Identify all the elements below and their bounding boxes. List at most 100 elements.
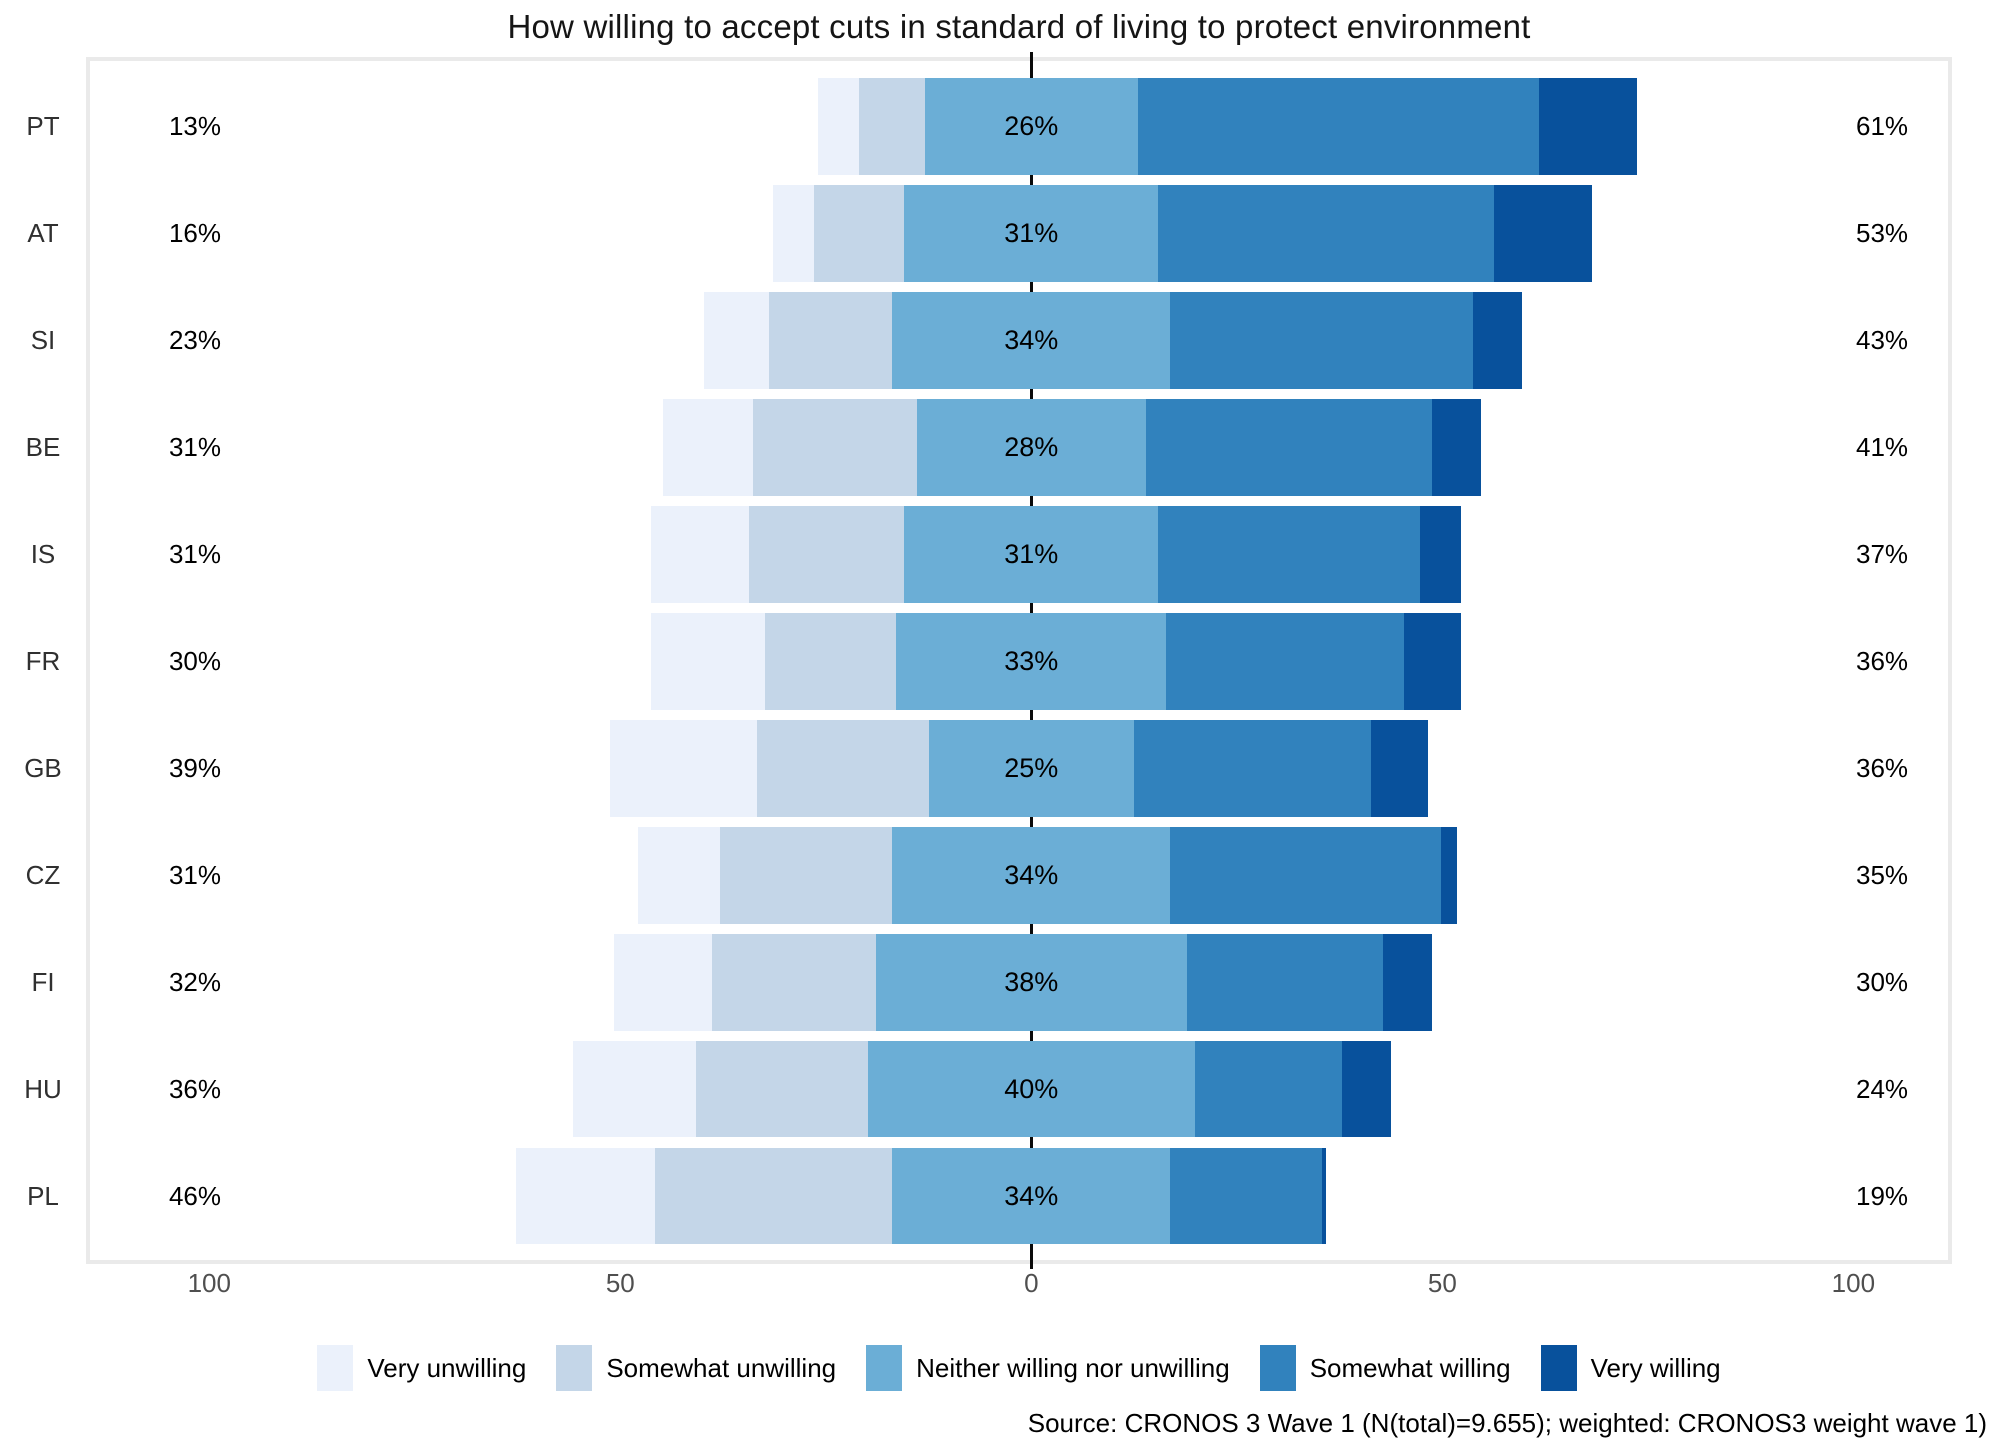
country-label: CZ xyxy=(25,859,61,890)
legend-swatch xyxy=(317,1345,354,1391)
bar-segment-very-willing xyxy=(1383,934,1433,1031)
legend-swatch xyxy=(556,1345,593,1391)
country-label: SI xyxy=(30,324,56,355)
unwilling-total-label: 16% xyxy=(168,217,221,248)
country-label: FI xyxy=(31,966,55,997)
bar-segment-somewhat-willing xyxy=(1186,934,1384,1031)
x-axis: 100 50 0 50 100 xyxy=(86,1268,1952,1298)
bar-segment-very-unwilling xyxy=(650,506,749,603)
bar-segment-very-willing xyxy=(1342,1041,1392,1138)
bar-segment-very-unwilling xyxy=(515,1148,655,1245)
bar-segment-somewhat-unwilling xyxy=(859,78,925,175)
bar-segment-very-unwilling xyxy=(609,720,758,817)
bar-segment-somewhat-willing xyxy=(1170,292,1474,389)
bar-segment-very-willing xyxy=(1440,827,1457,924)
neither-percentage-label: 34% xyxy=(1004,859,1059,890)
bar-segment-somewhat-willing xyxy=(1194,1041,1343,1138)
bar-segment-somewhat-unwilling xyxy=(757,720,929,817)
bar-segment-very-willing xyxy=(1473,292,1523,389)
unwilling-total-label: 46% xyxy=(168,1180,221,1211)
unwilling-total-label: 30% xyxy=(168,645,221,676)
legend-swatch xyxy=(1540,1345,1577,1391)
legend-label: Very unwilling xyxy=(367,1352,527,1383)
willing-total-label: 35% xyxy=(1856,859,1909,890)
source-note: Source: CRONOS 3 Wave 1 (N(total)=9.655)… xyxy=(1027,1408,1987,1438)
country-label: IS xyxy=(30,538,56,569)
bar-segment-somewhat-unwilling xyxy=(654,1148,893,1245)
bar-segment-somewhat-unwilling xyxy=(752,399,917,496)
legend-item: Somewhat willing xyxy=(1259,1345,1511,1391)
neither-percentage-label: 33% xyxy=(1004,645,1059,676)
bar-segment-neither-willing-nor-unwilling xyxy=(867,1041,1195,1138)
bar-segment-neither-willing-nor-unwilling xyxy=(904,185,1159,282)
bar-segment-neither-willing-nor-unwilling xyxy=(924,78,1138,175)
bar-segment-very-unwilling xyxy=(662,399,753,496)
bar-segment-very-willing xyxy=(1432,399,1482,496)
neither-percentage-label: 25% xyxy=(1004,752,1059,783)
bar-segment-very-willing xyxy=(1420,506,1461,603)
bar-segment-very-unwilling xyxy=(638,827,721,924)
plot-panel: PT 13% 61% 26% AT 16% 53% 31% SI 23% 43% 34% BE 31% 41… xyxy=(24,52,1952,1269)
x-tick-label: 100 xyxy=(187,1268,231,1298)
bar-row: AT 16% 53% 31% xyxy=(27,180,1948,287)
bar-segment-very-willing xyxy=(1493,185,1592,282)
bar-segment-very-unwilling xyxy=(818,78,860,175)
bar-segment-somewhat-unwilling xyxy=(695,1041,868,1138)
legend-item: Very unwilling xyxy=(317,1345,526,1391)
unwilling-total-label: 36% xyxy=(168,1073,221,1104)
x-tick-label: 100 xyxy=(1831,1268,1876,1298)
neither-percentage-label: 28% xyxy=(1004,431,1059,462)
willing-total-label: 36% xyxy=(1856,645,1909,676)
legend-label: Somewhat willing xyxy=(1309,1352,1511,1383)
bar-segment-somewhat-willing xyxy=(1170,827,1441,924)
bar-segment-somewhat-willing xyxy=(1133,720,1371,817)
neither-percentage-label: 38% xyxy=(1004,966,1059,997)
legend: Very unwilling Somewhat unwilling Neither … xyxy=(86,1342,1952,1394)
neither-percentage-label: 40% xyxy=(1004,1073,1059,1104)
bar-segment-neither-willing-nor-unwilling xyxy=(928,720,1134,817)
willing-total-label: 61% xyxy=(1856,110,1909,141)
bar-segment-neither-willing-nor-unwilling xyxy=(896,613,1167,710)
bar-segment-neither-willing-nor-unwilling xyxy=(916,399,1146,496)
willing-total-label: 41% xyxy=(1856,431,1909,462)
bar-segment-neither-willing-nor-unwilling xyxy=(875,934,1187,1031)
willing-total-label: 43% xyxy=(1856,324,1909,355)
bar-segment-somewhat-unwilling xyxy=(769,292,893,389)
bar-segment-somewhat-unwilling xyxy=(814,185,905,282)
bar-row: IS 31% 37% 31% xyxy=(31,501,1948,608)
bar-segment-somewhat-unwilling xyxy=(720,827,893,924)
neither-percentage-label: 31% xyxy=(1004,217,1059,248)
legend-swatch xyxy=(1259,1345,1296,1391)
bar-rows: PT 13% 61% 26% AT 16% 53% 31% SI 23% 43% 34% BE 31% 41… xyxy=(24,73,1948,1250)
country-label: GB xyxy=(24,752,62,783)
unwilling-total-label: 31% xyxy=(168,538,221,569)
willing-total-label: 30% xyxy=(1856,966,1909,997)
legend-item: Very willing xyxy=(1540,1345,1721,1391)
legend-label: Very willing xyxy=(1590,1352,1721,1383)
bar-row: SI 23% 43% 34% xyxy=(31,287,1948,394)
country-label: FR xyxy=(25,645,61,676)
bar-segment-neither-willing-nor-unwilling xyxy=(892,1148,1171,1245)
unwilling-total-label: 31% xyxy=(168,859,221,890)
country-label: PL xyxy=(27,1180,59,1211)
unwilling-total-label: 31% xyxy=(168,431,221,462)
bar-segment-somewhat-unwilling xyxy=(712,934,876,1031)
bar-segment-very-willing xyxy=(1403,613,1461,710)
x-tick-label: 50 xyxy=(1427,1268,1457,1298)
bar-segment-very-willing xyxy=(1538,78,1637,175)
bar-row: HU 36% 24% 40% xyxy=(24,1036,1948,1143)
bar-row: PL 46% 19% 34% xyxy=(27,1143,1948,1250)
bar-row: FI 32% 30% 38% xyxy=(31,929,1948,1036)
neither-percentage-label: 31% xyxy=(1004,538,1059,569)
bar-row: PT 13% 61% 26% xyxy=(26,73,1948,180)
legend-item: Somewhat unwilling xyxy=(556,1345,836,1391)
bar-row: FR 30% 36% 33% xyxy=(26,608,1948,715)
neither-percentage-label: 34% xyxy=(1004,324,1059,355)
legend-label: Somewhat unwilling xyxy=(606,1352,837,1383)
bar-segment-somewhat-willing xyxy=(1158,506,1421,603)
country-label: HU xyxy=(24,1073,62,1104)
bar-segment-somewhat-willing xyxy=(1145,399,1433,496)
bar-segment-somewhat-willing xyxy=(1158,185,1494,282)
bar-segment-very-unwilling xyxy=(650,613,766,710)
unwilling-total-label: 32% xyxy=(168,966,221,997)
